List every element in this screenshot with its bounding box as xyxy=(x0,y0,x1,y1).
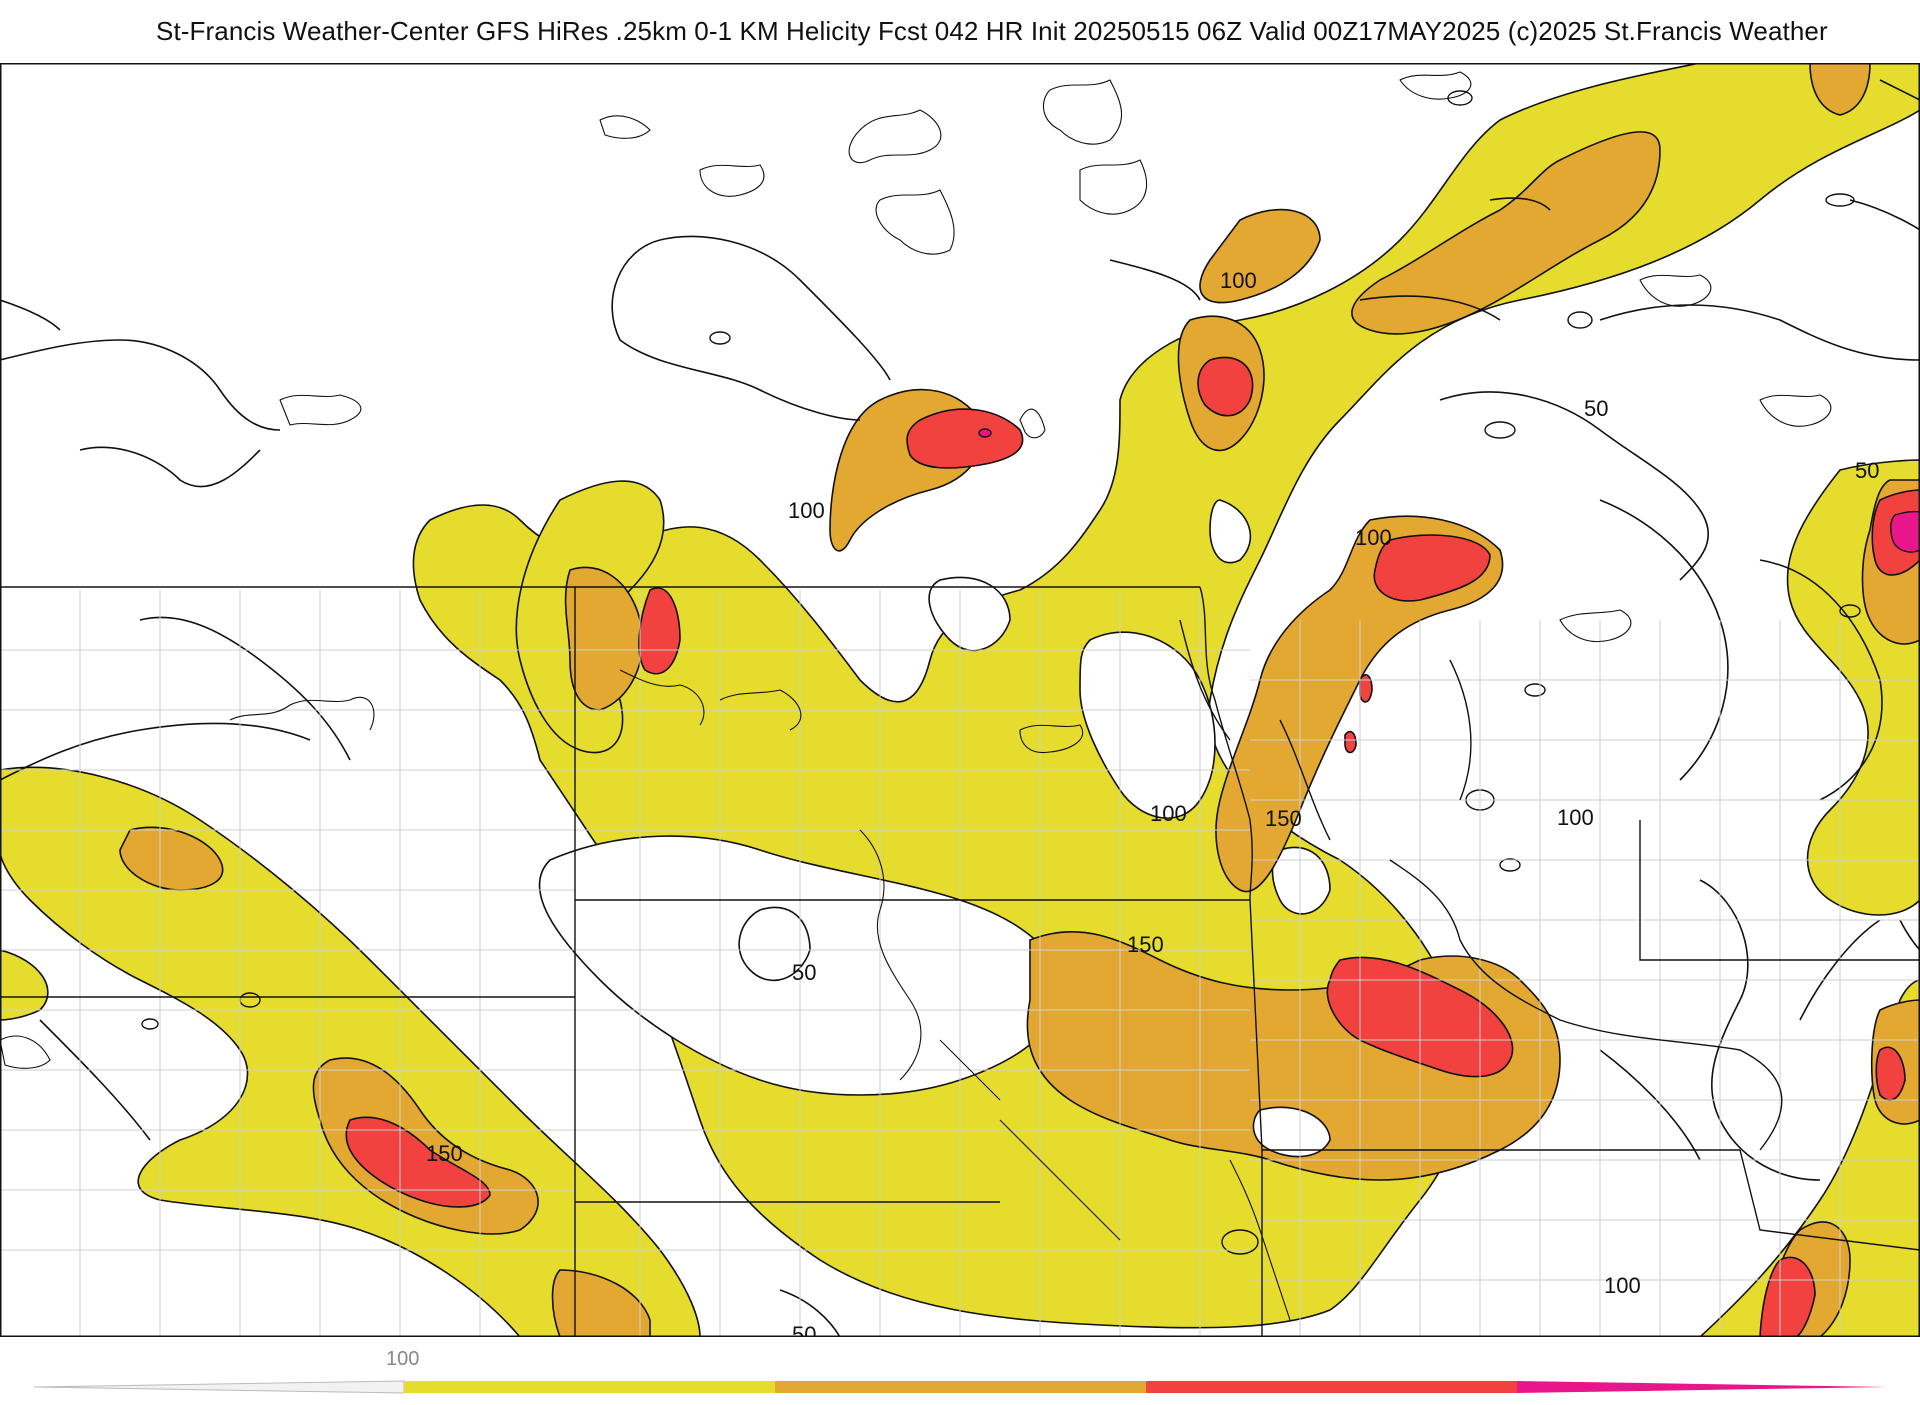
contour-label: 100 xyxy=(1557,805,1594,830)
legend-segment-100-150 xyxy=(775,1381,1146,1393)
map-border xyxy=(0,63,1920,1337)
contour-label: 150 xyxy=(1127,932,1164,957)
helicity-map[interactable]: 100 100 100 50 50 100 150 100 50 150 150… xyxy=(0,63,1920,1337)
contour-label: 50 xyxy=(1855,458,1879,483)
shading-200-plus xyxy=(978,428,1920,553)
contour-label: 50 xyxy=(792,960,816,985)
legend-tick-label: 100 xyxy=(386,1348,419,1370)
canada-lakes xyxy=(0,71,1832,1069)
shading-holes-2 xyxy=(1252,1106,1331,1158)
contour-label: 150 xyxy=(1265,806,1302,831)
contour-label: 100 xyxy=(1220,268,1257,293)
legend-segment-50-100 xyxy=(404,1381,775,1393)
state-boundaries xyxy=(0,586,1920,1337)
contour-label: 100 xyxy=(1604,1273,1641,1298)
county-lines xyxy=(0,590,1920,1337)
contour-label: 150 xyxy=(426,1141,463,1166)
contour-label-layer: 100 100 100 50 50 100 150 100 50 150 150… xyxy=(426,268,1879,1337)
contour-label: 50 xyxy=(792,1322,816,1337)
contour-label: 100 xyxy=(788,498,825,523)
rivers xyxy=(229,669,1291,1321)
legend-low-extension xyxy=(33,1380,405,1394)
contour-label: 100 xyxy=(1150,801,1187,826)
legend-segment-200-plus xyxy=(1517,1381,1888,1393)
contour-label: 100 xyxy=(1355,525,1392,550)
color-legend: 100 xyxy=(0,1337,1920,1400)
contour-label: 50 xyxy=(1584,396,1608,421)
page-title: St-Francis Weather-Center GFS HiRes .25k… xyxy=(156,16,1828,46)
legend-segment-150-200 xyxy=(1146,1381,1517,1393)
